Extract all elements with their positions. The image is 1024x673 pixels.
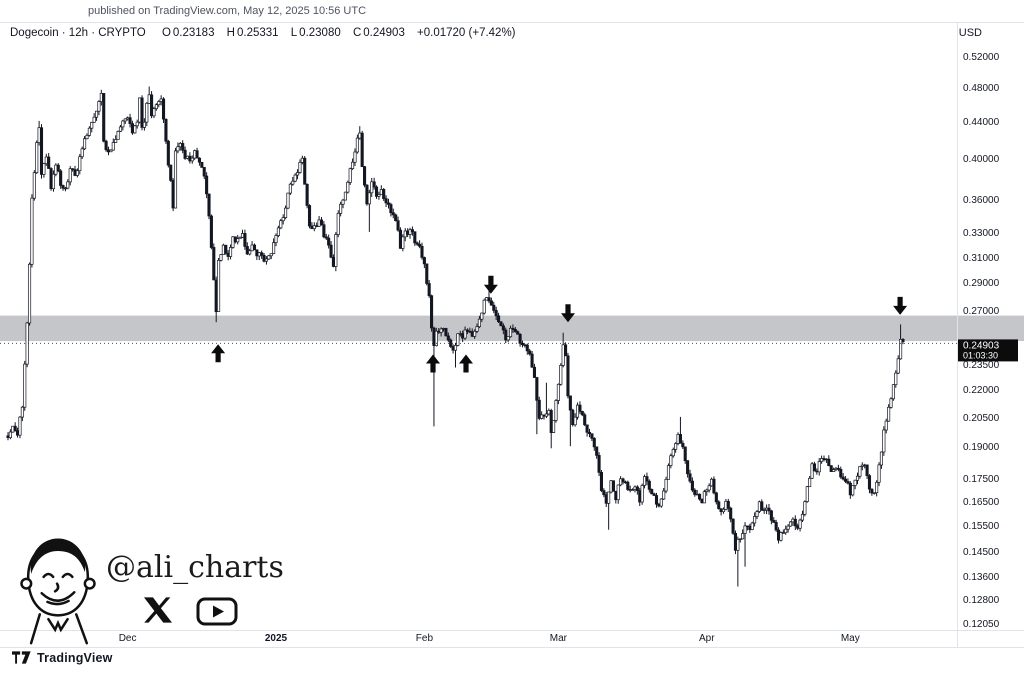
price-tick: 0.27000 bbox=[963, 306, 1000, 317]
price-tick: 0.40000 bbox=[963, 153, 1000, 165]
open-value: 0.23183 bbox=[172, 27, 215, 39]
last-price-badge bbox=[958, 339, 1018, 362]
buy-arrow-icon bbox=[211, 344, 226, 363]
price-tick: 0.44000 bbox=[963, 116, 1000, 128]
price-tick: 0.12800 bbox=[963, 595, 1000, 607]
bar-countdown: 01:03:30 bbox=[963, 350, 998, 360]
time-label: Dec bbox=[118, 633, 137, 644]
price-tick: 0.22000 bbox=[963, 385, 1000, 397]
footer-attribution[interactable]: TradingView bbox=[12, 650, 113, 665]
time-label: 2025 bbox=[264, 633, 288, 644]
open-label: O bbox=[161, 27, 171, 39]
chart-pane[interactable] bbox=[0, 45, 957, 630]
time-label: Mar bbox=[549, 633, 568, 644]
published-note: published on TradingView.com, May 12, 20… bbox=[88, 5, 367, 17]
time-label: Feb bbox=[415, 633, 434, 644]
sell-arrow-icon bbox=[893, 296, 908, 315]
close-label: C bbox=[352, 27, 362, 39]
close-value: 0.24903 bbox=[363, 27, 405, 39]
low-label: L bbox=[290, 27, 298, 39]
last-price-label: 0.24903 bbox=[963, 340, 1000, 351]
x-logo-icon bbox=[144, 597, 172, 623]
sell-arrow-icon bbox=[483, 275, 498, 294]
price-tick: 0.36000 bbox=[963, 194, 1000, 206]
price-tick: 0.12050 bbox=[963, 618, 1000, 630]
buy-arrow-icon bbox=[426, 354, 440, 373]
youtube-logo-icon bbox=[196, 597, 238, 626]
time-label: Apr bbox=[699, 633, 715, 644]
buy-arrow-icon bbox=[459, 354, 473, 373]
price-tick: 0.14500 bbox=[963, 547, 1000, 559]
price-tick: 0.13600 bbox=[963, 571, 1000, 583]
change-value: +0.01720 (+7.42%) bbox=[417, 27, 516, 39]
price-tick: 0.17500 bbox=[963, 474, 1000, 486]
symbol-title: Dogecoin · 12h · CRYPTO bbox=[10, 27, 146, 39]
time-label: May bbox=[840, 633, 860, 644]
top-divider bbox=[0, 22, 1024, 23]
price-tick: 0.19000 bbox=[963, 442, 1000, 454]
tradingview-brand: TradingView bbox=[37, 650, 113, 665]
tradingview-logo-icon bbox=[12, 651, 31, 664]
watermark-handle: @ali_charts bbox=[106, 550, 284, 585]
price-tick: 0.23500 bbox=[963, 359, 1000, 371]
high-label: H bbox=[226, 27, 235, 39]
candles-layer bbox=[6, 86, 905, 587]
price-tick: 0.15500 bbox=[963, 521, 1000, 533]
price-tick: 0.16500 bbox=[963, 497, 1000, 508]
price-tick: 0.48000 bbox=[963, 83, 1000, 94]
price-tick: 0.52000 bbox=[963, 51, 1000, 63]
ali-avatar-icon bbox=[20, 538, 96, 645]
time-axis[interactable]: Dec 2025 Feb Mar Apr May bbox=[0, 630, 1024, 648]
high-value: 0.25331 bbox=[236, 27, 279, 39]
low-value: 0.23080 bbox=[299, 27, 341, 39]
price-tick: 0.29000 bbox=[963, 278, 1000, 290]
symbol-info[interactable]: Dogecoin · 12h · CRYPTO O 0.23183 H 0.2533… bbox=[10, 27, 518, 39]
price-tick: 0.33000 bbox=[963, 228, 1000, 240]
price-axis[interactable]: 0.52000 0.48000 0.44000 0.40000 0.36000 0.330… bbox=[958, 0, 1024, 648]
sell-arrow-icon bbox=[561, 304, 575, 323]
currency-label: USD bbox=[958, 27, 982, 39]
chart-header: Dogecoin · 12h · CRYPTO O 0.23183 H 0.2533… bbox=[10, 27, 1014, 39]
price-tick: 0.20500 bbox=[963, 412, 1000, 424]
price-tick: 0.31000 bbox=[963, 252, 1000, 264]
